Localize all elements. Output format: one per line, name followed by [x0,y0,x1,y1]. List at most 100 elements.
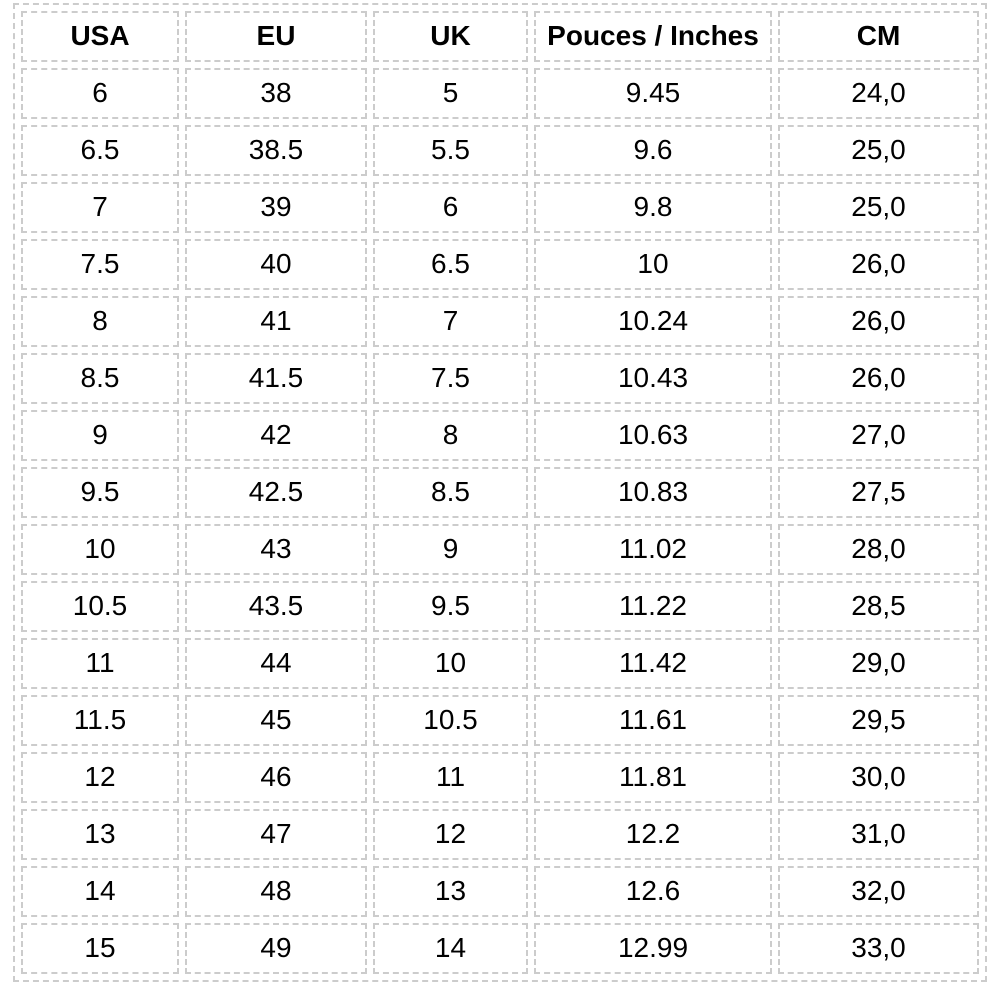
table-cell: 24,0 [778,68,979,119]
table-cell: 45 [185,695,367,746]
table-cell: 10.5 [21,581,179,632]
table-row: 15 49 14 12.99 33,0 [21,923,979,974]
table-row: 10.5 43.5 9.5 11.22 28,5 [21,581,979,632]
table-cell: 38 [185,68,367,119]
table-row: 8 41 7 10.24 26,0 [21,296,979,347]
table-cell: 11.81 [534,752,772,803]
column-header-pouces-inches: Pouces / Inches [534,11,772,62]
table-cell: 44 [185,638,367,689]
table-cell: 6 [21,68,179,119]
table-cell: 12.99 [534,923,772,974]
table-cell: 11.61 [534,695,772,746]
column-header-usa: USA [21,11,179,62]
table-cell: 29,5 [778,695,979,746]
table-cell: 29,0 [778,638,979,689]
table-cell: 10 [373,638,528,689]
table-cell: 26,0 [778,239,979,290]
table-row: 12 46 11 11.81 30,0 [21,752,979,803]
table-cell: 33,0 [778,923,979,974]
table-row: 9 42 8 10.63 27,0 [21,410,979,461]
table-body: 6 38 5 9.45 24,0 6.5 38.5 5.5 9.6 25,0 7 39 6 9.8 25,0… [21,68,979,974]
table-cell: 9.5 [373,581,528,632]
column-header-cm: CM [778,11,979,62]
table-cell: 8.5 [373,467,528,518]
table-cell: 8 [373,410,528,461]
table-cell: 25,0 [778,125,979,176]
table-cell: 9.6 [534,125,772,176]
table-cell: 12.2 [534,809,772,860]
table-cell: 48 [185,866,367,917]
table-cell: 40 [185,239,367,290]
table-row: 10 43 9 11.02 28,0 [21,524,979,575]
table-cell: 12 [373,809,528,860]
table-cell: 26,0 [778,353,979,404]
table-cell: 46 [185,752,367,803]
table-cell: 11.42 [534,638,772,689]
column-header-eu: EU [185,11,367,62]
table-cell: 26,0 [778,296,979,347]
table-cell: 30,0 [778,752,979,803]
table-cell: 11.22 [534,581,772,632]
table-cell: 7.5 [21,239,179,290]
table-cell: 43 [185,524,367,575]
table-cell: 14 [21,866,179,917]
table-cell: 11 [21,638,179,689]
table-row: 8.5 41.5 7.5 10.43 26,0 [21,353,979,404]
table-cell: 32,0 [778,866,979,917]
table-row: 11 44 10 11.42 29,0 [21,638,979,689]
table-cell: 10 [21,524,179,575]
table-cell: 12.6 [534,866,772,917]
table-cell: 43.5 [185,581,367,632]
table-cell: 28,5 [778,581,979,632]
table-cell: 6.5 [373,239,528,290]
column-header-uk: UK [373,11,528,62]
table-row: 6.5 38.5 5.5 9.6 25,0 [21,125,979,176]
table-cell: 28,0 [778,524,979,575]
table-cell: 11.5 [21,695,179,746]
table-cell: 14 [373,923,528,974]
table-cell: 9.45 [534,68,772,119]
table-row: 9.5 42.5 8.5 10.83 27,5 [21,467,979,518]
table-cell: 5.5 [373,125,528,176]
table-row: 14 48 13 12.6 32,0 [21,866,979,917]
table-row: 13 47 12 12.2 31,0 [21,809,979,860]
table-cell: 10.24 [534,296,772,347]
table-cell: 10.83 [534,467,772,518]
table-cell: 10 [534,239,772,290]
table-cell: 38.5 [185,125,367,176]
table-cell: 42 [185,410,367,461]
table-cell: 5 [373,68,528,119]
table-cell: 9 [21,410,179,461]
table-row: 6 38 5 9.45 24,0 [21,68,979,119]
table-cell: 7 [373,296,528,347]
table-cell: 47 [185,809,367,860]
table-cell: 41.5 [185,353,367,404]
table-cell: 9 [373,524,528,575]
table-cell: 7 [21,182,179,233]
table-cell: 15 [21,923,179,974]
table-cell: 6.5 [21,125,179,176]
table-cell: 11 [373,752,528,803]
shoe-size-conversion-table: USA EU UK Pouces / Inches CM 6 38 5 9.45 24,0 6.5… [13,3,987,982]
table-cell: 42.5 [185,467,367,518]
table-cell: 7.5 [373,353,528,404]
table-cell: 10.63 [534,410,772,461]
table-cell: 27,0 [778,410,979,461]
table-cell: 8 [21,296,179,347]
table-cell: 6 [373,182,528,233]
table-cell: 10.5 [373,695,528,746]
table-cell: 41 [185,296,367,347]
table-cell: 8.5 [21,353,179,404]
header-row: USA EU UK Pouces / Inches CM [21,11,979,62]
table-row: 7.5 40 6.5 10 26,0 [21,239,979,290]
table-cell: 10.43 [534,353,772,404]
table-cell: 31,0 [778,809,979,860]
table-header: USA EU UK Pouces / Inches CM [21,11,979,62]
table-cell: 27,5 [778,467,979,518]
table-cell: 39 [185,182,367,233]
table-cell: 25,0 [778,182,979,233]
table-row: 11.5 45 10.5 11.61 29,5 [21,695,979,746]
table-cell: 9.8 [534,182,772,233]
table-cell: 13 [21,809,179,860]
